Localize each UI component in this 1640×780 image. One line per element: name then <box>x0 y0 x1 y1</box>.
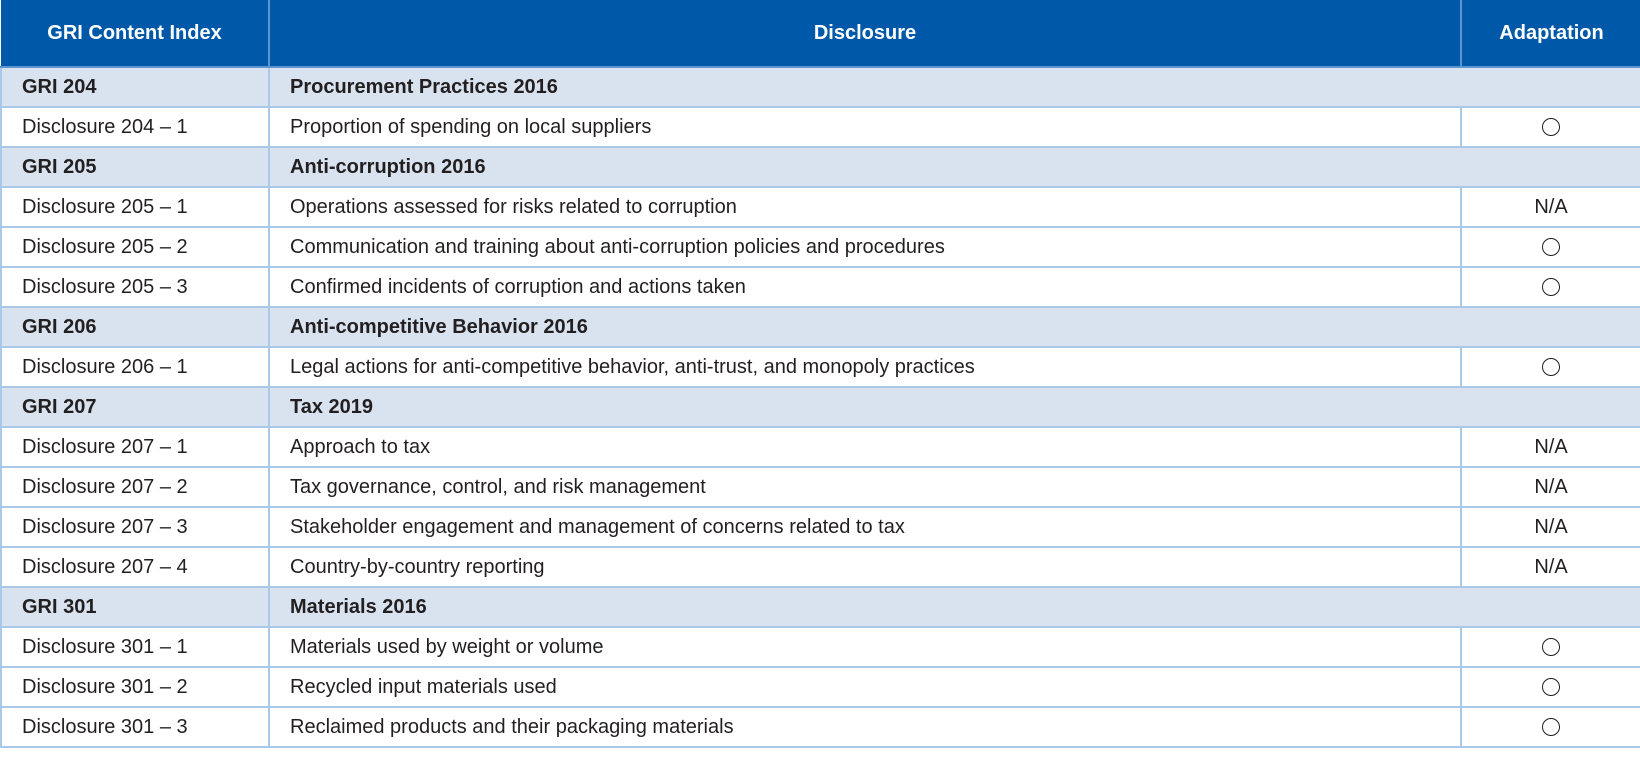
section-row: GRI 205 Anti-corruption 2016 <box>0 146 1640 188</box>
disclosure-title: Materials used by weight or volume <box>268 626 1462 668</box>
section-title: Procurement Practices 2016 <box>268 66 1640 108</box>
circle-icon <box>1542 718 1560 737</box>
disclosure-title: Tax governance, control, and risk manage… <box>268 466 1462 508</box>
adaptation-value: N/A <box>1460 186 1640 228</box>
circle-icon <box>1542 278 1560 297</box>
table-header-row: GRI Content Index Disclosure Adaptation <box>1 0 1640 68</box>
adaptation-cell <box>1460 346 1640 388</box>
disclosure-row: Disclosure 301 – 1 Materials used by weig… <box>0 626 1640 668</box>
disclosure-code: Disclosure 206 – 1 <box>0 346 270 388</box>
disclosure-title: Confirmed incidents of corruption and ac… <box>268 266 1462 308</box>
disclosure-title: Communication and training about anti-co… <box>268 226 1462 268</box>
section-code: GRI 301 <box>0 586 270 628</box>
disclosure-code: Disclosure 205 – 3 <box>0 266 270 308</box>
section-code: GRI 206 <box>0 306 270 348</box>
disclosure-title: Reclaimed products and their packaging m… <box>268 706 1462 748</box>
adaptation-cell <box>1460 266 1640 308</box>
circle-icon <box>1542 238 1560 257</box>
disclosure-code: Disclosure 207 – 4 <box>0 546 270 588</box>
adaptation-cell <box>1460 226 1640 268</box>
section-title: Anti-competitive Behavior 2016 <box>268 306 1640 348</box>
disclosure-code: Disclosure 301 – 3 <box>0 706 270 748</box>
disclosure-title: Operations assessed for risks related to… <box>268 186 1462 228</box>
disclosure-title: Stakeholder engagement and management of… <box>268 506 1462 548</box>
adaptation-value: N/A <box>1460 506 1640 548</box>
section-code: GRI 204 <box>0 66 270 108</box>
circle-icon <box>1542 118 1560 137</box>
circle-icon <box>1542 638 1560 657</box>
disclosure-row: Disclosure 205 – 1 Operations assessed fo… <box>0 186 1640 228</box>
disclosure-title: Legal actions for anti-competitive behav… <box>268 346 1462 388</box>
adaptation-cell <box>1460 706 1640 748</box>
adaptation-cell <box>1460 106 1640 148</box>
disclosure-code: Disclosure 205 – 1 <box>0 186 270 228</box>
section-code: GRI 205 <box>0 146 270 188</box>
header-disclosure: Disclosure <box>269 0 1462 68</box>
section-row: GRI 301 Materials 2016 <box>0 586 1640 628</box>
disclosure-row: Disclosure 205 – 3 Confirmed incidents of… <box>0 266 1640 308</box>
disclosure-row: Disclosure 207 – 2 Tax governance, contro… <box>0 466 1640 508</box>
adaptation-cell <box>1460 666 1640 708</box>
disclosure-code: Disclosure 301 – 1 <box>0 626 270 668</box>
header-adaptation: Adaptation <box>1461 0 1640 68</box>
disclosure-row: Disclosure 207 – 3 Stakeholder engagement… <box>0 506 1640 548</box>
disclosure-row: Disclosure 301 – 3 Reclaimed products and… <box>0 706 1640 748</box>
section-title: Materials 2016 <box>268 586 1640 628</box>
disclosure-title: Proportion of spending on local supplier… <box>268 106 1462 148</box>
disclosure-title: Recycled input materials used <box>268 666 1462 708</box>
disclosure-row: Disclosure 207 – 4 Country-by-country rep… <box>0 546 1640 588</box>
adaptation-value: N/A <box>1460 426 1640 468</box>
circle-icon <box>1542 358 1560 377</box>
disclosure-code: Disclosure 207 – 2 <box>0 466 270 508</box>
disclosure-code: Disclosure 204 – 1 <box>0 106 270 148</box>
adaptation-value: N/A <box>1460 466 1640 508</box>
section-title: Anti-corruption 2016 <box>268 146 1640 188</box>
header-gri-content-index: GRI Content Index <box>1 0 270 68</box>
table-body: GRI 204 Procurement Practices 2016 Disclos… <box>0 66 1640 748</box>
section-code: GRI 207 <box>0 386 270 428</box>
disclosure-code: Disclosure 205 – 2 <box>0 226 270 268</box>
disclosure-code: Disclosure 207 – 3 <box>0 506 270 548</box>
disclosure-row: Disclosure 205 – 2 Communication and trai… <box>0 226 1640 268</box>
disclosure-code: Disclosure 301 – 2 <box>0 666 270 708</box>
section-row: GRI 207 Tax 2019 <box>0 386 1640 428</box>
circle-icon <box>1542 678 1560 697</box>
disclosure-code: Disclosure 207 – 1 <box>0 426 270 468</box>
disclosure-title: Country-by-country reporting <box>268 546 1462 588</box>
disclosure-row: Disclosure 206 – 1 Legal actions for anti… <box>0 346 1640 388</box>
gri-content-index-table: GRI Content Index Disclosure Adaptation … <box>0 0 1640 748</box>
adaptation-cell <box>1460 626 1640 668</box>
adaptation-value: N/A <box>1460 546 1640 588</box>
disclosure-row: Disclosure 207 – 1 Approach to tax N/A <box>0 426 1640 468</box>
disclosure-title: Approach to tax <box>268 426 1462 468</box>
disclosure-row: Disclosure 204 – 1 Proportion of spending… <box>0 106 1640 148</box>
section-row: GRI 204 Procurement Practices 2016 <box>0 66 1640 108</box>
section-title: Tax 2019 <box>268 386 1640 428</box>
disclosure-row: Disclosure 301 – 2 Recycled input materia… <box>0 666 1640 708</box>
section-row: GRI 206 Anti-competitive Behavior 2016 <box>0 306 1640 348</box>
